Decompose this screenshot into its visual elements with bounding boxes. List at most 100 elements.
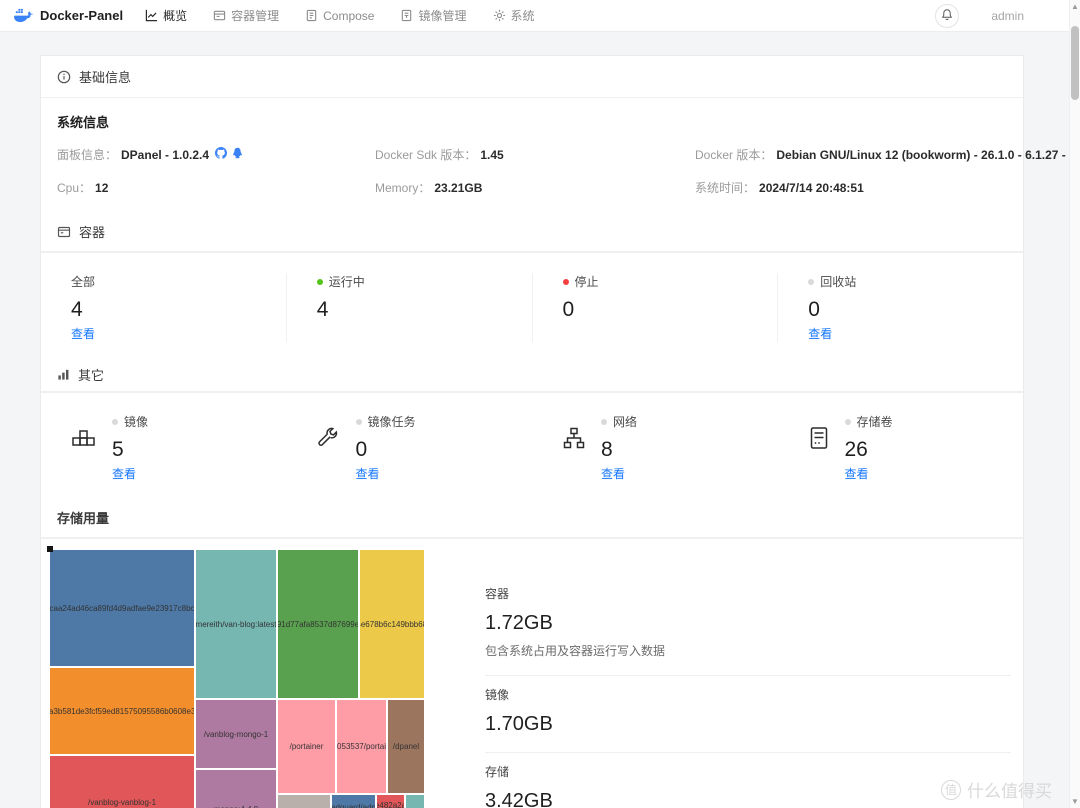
stat-value: 0 (355, 438, 368, 462)
wrench-icon (317, 426, 341, 482)
compose-file-icon (305, 9, 318, 22)
field-panel-info: 面板信息： DPanel - 1.0.2.4 (57, 146, 375, 163)
stat-running-containers: 运行中 4 (285, 273, 532, 343)
field-value: 23.21GB (434, 180, 483, 195)
network-icon (562, 426, 586, 482)
storage-usage-header: 存储用量 (41, 498, 1023, 539)
stat-value: 5 (112, 438, 124, 462)
view-recycle-link[interactable]: 查看 (808, 327, 833, 342)
field-system-time: 系统时间： 2024/7/14 20:48:51 (695, 179, 1080, 196)
treemap-block[interactable]: c4e678b6c149bbb684 (359, 549, 425, 700)
status-dot (844, 418, 851, 425)
watermark-text: 什么值得买 (967, 782, 1052, 801)
entry-description: 包含系统占用及容器运行写入数据 (485, 644, 666, 659)
field-value: 12 (95, 180, 109, 195)
nav-item-compose[interactable]: Compose (305, 9, 374, 23)
stat-label: 全部 (71, 275, 96, 289)
app-brand[interactable]: Docker-Panel (14, 7, 123, 25)
image-blocks-icon (71, 426, 97, 482)
top-navbar: Docker-Panel 概览 容器管理 C (0, 0, 1080, 32)
main-nav: 概览 容器管理 Compose 镜像管理 (145, 7, 535, 24)
view-all-containers-link[interactable]: 查看 (71, 327, 96, 342)
field-value: 2024/7/14 20:48:51 (759, 180, 864, 195)
nav-item-container-manage[interactable]: 容器管理 (213, 7, 279, 24)
entry-value: 3.42GB (485, 790, 553, 808)
treemap-block[interactable]: /portainer (277, 699, 336, 795)
field-value: DPanel - 1.0.2.4 (121, 147, 210, 162)
treemap-block[interactable]: 6053537/portain (336, 699, 387, 795)
view-networks-link[interactable]: 查看 (601, 467, 626, 482)
treemap-block[interactable]: mereith/van-blog:latest (195, 549, 277, 700)
field-label: Memory： (375, 181, 431, 195)
nav-label: 概览 (163, 9, 188, 23)
scrollbar-thumb[interactable] (1071, 26, 1079, 100)
watermark: 值 什么值得买 (941, 777, 1052, 802)
treemap-block[interactable]: dpanel/dpanel:la (277, 794, 331, 808)
stat-recycle-bin: 回收站 0 查看 (777, 273, 1023, 343)
field-value: 1.45 (480, 147, 504, 162)
section-title: 其它 (78, 368, 105, 384)
notifications-button[interactable] (935, 3, 960, 28)
stat-label: 镜像任务 (367, 415, 416, 430)
stat-value: 0 (562, 298, 575, 321)
nav-label: 系统 (510, 9, 535, 23)
view-images-link[interactable]: 查看 (112, 467, 137, 482)
scroll-down-arrow[interactable]: ▼ (1071, 797, 1079, 806)
storage-entry-volumes: 存储 3.42GB 只包含存储卷,不包含挂载目录 (485, 753, 1011, 808)
treemap-block[interactable]: 4e482a2aa (376, 794, 405, 808)
entry-value: 1.72GB (485, 612, 553, 635)
stat-value: 4 (316, 298, 329, 321)
view-volumes-link[interactable]: 查看 (844, 467, 869, 482)
overview-chart-icon (145, 9, 158, 22)
treemap-block[interactable]: 2adcaa24ad46ca89fd4d9adfae9e23917c8bc328 (49, 549, 195, 668)
stat-label: 回收站 (820, 275, 857, 289)
entry-value: 1.70GB (485, 713, 553, 736)
stat-label: 存储卷 (856, 415, 893, 430)
nav-item-image-manage[interactable]: 镜像管理 (400, 7, 467, 24)
stat-image-tasks: 镜像任务 0 查看 (287, 413, 533, 482)
treemap-block[interactable]: /vanblog-mongo-1 (195, 699, 277, 770)
field-memory: Memory： 23.21GB (375, 179, 695, 196)
nav-item-overview[interactable]: 概览 (145, 7, 187, 24)
stat-value: 8 (601, 438, 613, 462)
scroll-up-arrow[interactable]: ▲ (1071, 2, 1079, 11)
treemap-block[interactable]: 0fd0 (405, 794, 425, 808)
user-menu[interactable]: admin (991, 8, 1024, 23)
docker-whale-logo-icon (14, 7, 34, 25)
stat-value: 4 (71, 298, 83, 321)
treemap-block[interactable]: adguard/adg (331, 794, 376, 808)
field-label: Docker 版本： (695, 148, 773, 162)
treemap-selection-handle (47, 546, 53, 553)
app-title: Docker-Panel (40, 8, 124, 23)
nav-item-system[interactable]: 系统 (493, 7, 535, 24)
treemap-block[interactable]: 072a3b581de3fcf59ed81575095586b0608e391c (49, 667, 195, 756)
containers-stats: 全部 4 查看 运行中 4 停止 0 回收站 0 查看 (41, 252, 1023, 358)
image-file-icon (400, 9, 413, 22)
field-docker-version: Docker 版本： Debian GNU/Linux 12 (bookworm… (695, 146, 1080, 163)
treemap-block[interactable]: mongo:4.4.9 (195, 769, 277, 808)
entry-label: 存储 (485, 765, 510, 780)
storage-entry-containers: 容器 1.72GB 包含系统占用及容器运行写入数据 (485, 575, 1011, 677)
github-icon[interactable] (215, 147, 228, 162)
treemap-block[interactable]: 8091d77afa8537d87699e1a (277, 549, 359, 700)
treemap-block[interactable]: /vanblog-vanblog-1 (49, 755, 195, 808)
status-dot (112, 418, 118, 425)
gear-icon (493, 9, 506, 22)
treemap-block[interactable]: /dpanel (387, 699, 425, 795)
status-dot (355, 418, 362, 425)
storage-summary: 容器 1.72GB 包含系统占用及容器运行写入数据 镜像 1.70GB 存储 3… (485, 549, 1011, 808)
storage-treemap: 2adcaa24ad46ca89fd4d9adfae9e23917c8bc328… (47, 546, 425, 808)
view-image-tasks-link[interactable]: 查看 (355, 467, 380, 482)
field-label: Cpu： (57, 181, 92, 195)
others-header: 其它 (41, 358, 1023, 393)
qq-icon[interactable] (232, 147, 243, 162)
running-status-dot (316, 278, 323, 285)
system-info-section: 系统信息 面板信息： DPanel - 1.0.2.4 (41, 98, 1080, 212)
field-label: Docker Sdk 版本： (375, 148, 477, 162)
field-cpu: Cpu： 12 (57, 179, 375, 196)
stat-label: 镜像 (124, 415, 149, 430)
volume-server-icon (808, 426, 830, 482)
basic-info-header: 基础信息 (41, 56, 1023, 98)
container-box-icon (57, 225, 71, 239)
page-scrollbar[interactable]: ▲ ▼ (1069, 0, 1080, 808)
